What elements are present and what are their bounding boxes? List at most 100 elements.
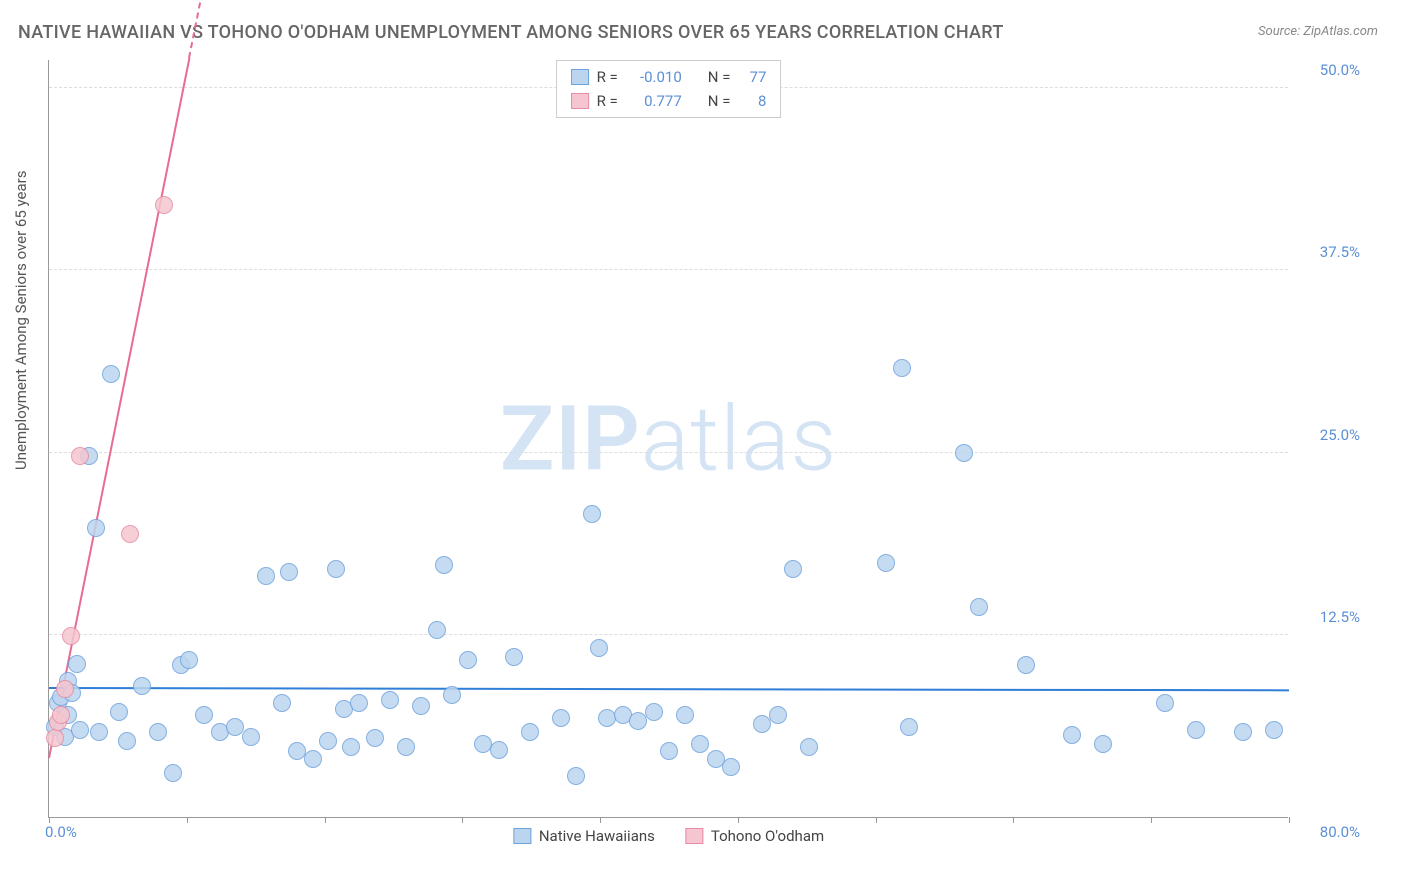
data-point — [350, 694, 368, 712]
data-point — [366, 729, 384, 747]
correlation-legend: R =-0.010N =77R =0.777N =8 — [556, 60, 782, 118]
data-point — [155, 196, 173, 214]
data-point — [590, 639, 608, 657]
legend-r-value: 0.777 — [626, 89, 682, 113]
y-tick-label: 37.5% — [1320, 243, 1360, 261]
data-point — [505, 648, 523, 666]
data-point — [1094, 735, 1112, 753]
data-point — [121, 525, 139, 543]
legend-swatch — [685, 828, 703, 844]
legend-series-label: Tohono O'odham — [711, 827, 824, 845]
scatter-plot: ZIPatlas 0.0% 80.0% R =-0.010N =77R =0.7… — [48, 60, 1288, 818]
data-point — [327, 560, 345, 578]
x-tick — [1289, 817, 1290, 823]
data-point — [87, 519, 105, 537]
data-point — [435, 556, 453, 574]
data-point — [71, 447, 89, 465]
data-point — [68, 655, 86, 673]
data-point — [90, 723, 108, 741]
data-point — [149, 723, 167, 741]
data-point — [784, 560, 802, 578]
data-point — [552, 709, 570, 727]
data-point — [342, 738, 360, 756]
x-tick — [1013, 817, 1014, 823]
data-point — [110, 703, 128, 721]
legend-n-value: 77 — [738, 65, 766, 89]
legend-correlation-row: R =0.777N =8 — [571, 89, 767, 113]
chart-source: Source: ZipAtlas.com — [1258, 24, 1378, 39]
data-point — [521, 723, 539, 741]
data-point — [1017, 656, 1035, 674]
watermark-bold: ZIP — [500, 386, 641, 491]
legend-n-label: N = — [708, 65, 731, 89]
data-point — [893, 359, 911, 377]
series-legend: Native Hawaiians Tohono O'odham — [513, 827, 824, 845]
data-point — [428, 621, 446, 639]
data-point — [459, 651, 477, 669]
gridline — [49, 634, 1288, 635]
data-point — [257, 567, 275, 585]
y-tick-label: 25.0% — [1320, 426, 1360, 444]
x-tick — [738, 817, 739, 823]
data-point — [242, 728, 260, 746]
gridline — [49, 452, 1288, 453]
data-point — [583, 505, 601, 523]
data-point — [102, 365, 120, 383]
x-tick — [187, 817, 188, 823]
x-tick — [325, 817, 326, 823]
data-point — [970, 598, 988, 616]
trend-line — [48, 58, 190, 758]
watermark-light: atlas — [641, 386, 837, 491]
x-tick — [1151, 817, 1152, 823]
data-point — [691, 735, 709, 753]
data-point — [676, 706, 694, 724]
legend-r-value: -0.010 — [626, 65, 682, 89]
data-point — [195, 706, 213, 724]
watermark: ZIPatlas — [500, 386, 837, 491]
x-tick — [600, 817, 601, 823]
legend-swatch — [571, 93, 589, 109]
data-point — [443, 686, 461, 704]
y-tick-label: 50.0% — [1320, 61, 1360, 79]
legend-r-label: R = — [597, 65, 618, 89]
y-tick-label: 12.5% — [1320, 608, 1360, 626]
x-axis-max-label: 80.0% — [1320, 823, 1360, 841]
trend-line — [49, 687, 1289, 691]
legend-swatch — [571, 69, 589, 85]
data-point — [877, 554, 895, 572]
data-point — [412, 697, 430, 715]
data-point — [1234, 723, 1252, 741]
data-point — [180, 651, 198, 669]
data-point — [722, 758, 740, 776]
legend-series-label: Native Hawaiians — [539, 827, 655, 845]
data-point — [164, 764, 182, 782]
data-point — [273, 694, 291, 712]
legend-series-item: Tohono O'odham — [685, 827, 824, 845]
data-point — [56, 680, 74, 698]
x-tick — [462, 817, 463, 823]
data-point — [397, 738, 415, 756]
data-point — [381, 691, 399, 709]
x-axis-min-label: 0.0% — [45, 823, 77, 841]
data-point — [52, 706, 70, 724]
legend-series-item: Native Hawaiians — [513, 827, 655, 845]
data-point — [118, 732, 136, 750]
data-point — [567, 767, 585, 785]
data-point — [769, 706, 787, 724]
data-point — [62, 627, 80, 645]
legend-r-label: R = — [597, 89, 618, 113]
data-point — [1265, 721, 1283, 739]
legend-swatch — [513, 828, 531, 844]
data-point — [660, 742, 678, 760]
data-point — [490, 741, 508, 759]
data-point — [800, 738, 818, 756]
x-tick — [49, 817, 50, 823]
x-tick — [876, 817, 877, 823]
data-point — [304, 750, 322, 768]
data-point — [955, 444, 973, 462]
data-point — [71, 721, 89, 739]
y-axis-label: Unemployment Among Seniors over 65 years — [12, 171, 30, 470]
gridline — [49, 269, 1288, 270]
data-point — [1156, 694, 1174, 712]
chart-title: NATIVE HAWAIIAN VS TOHONO O'ODHAM UNEMPL… — [18, 22, 1004, 43]
